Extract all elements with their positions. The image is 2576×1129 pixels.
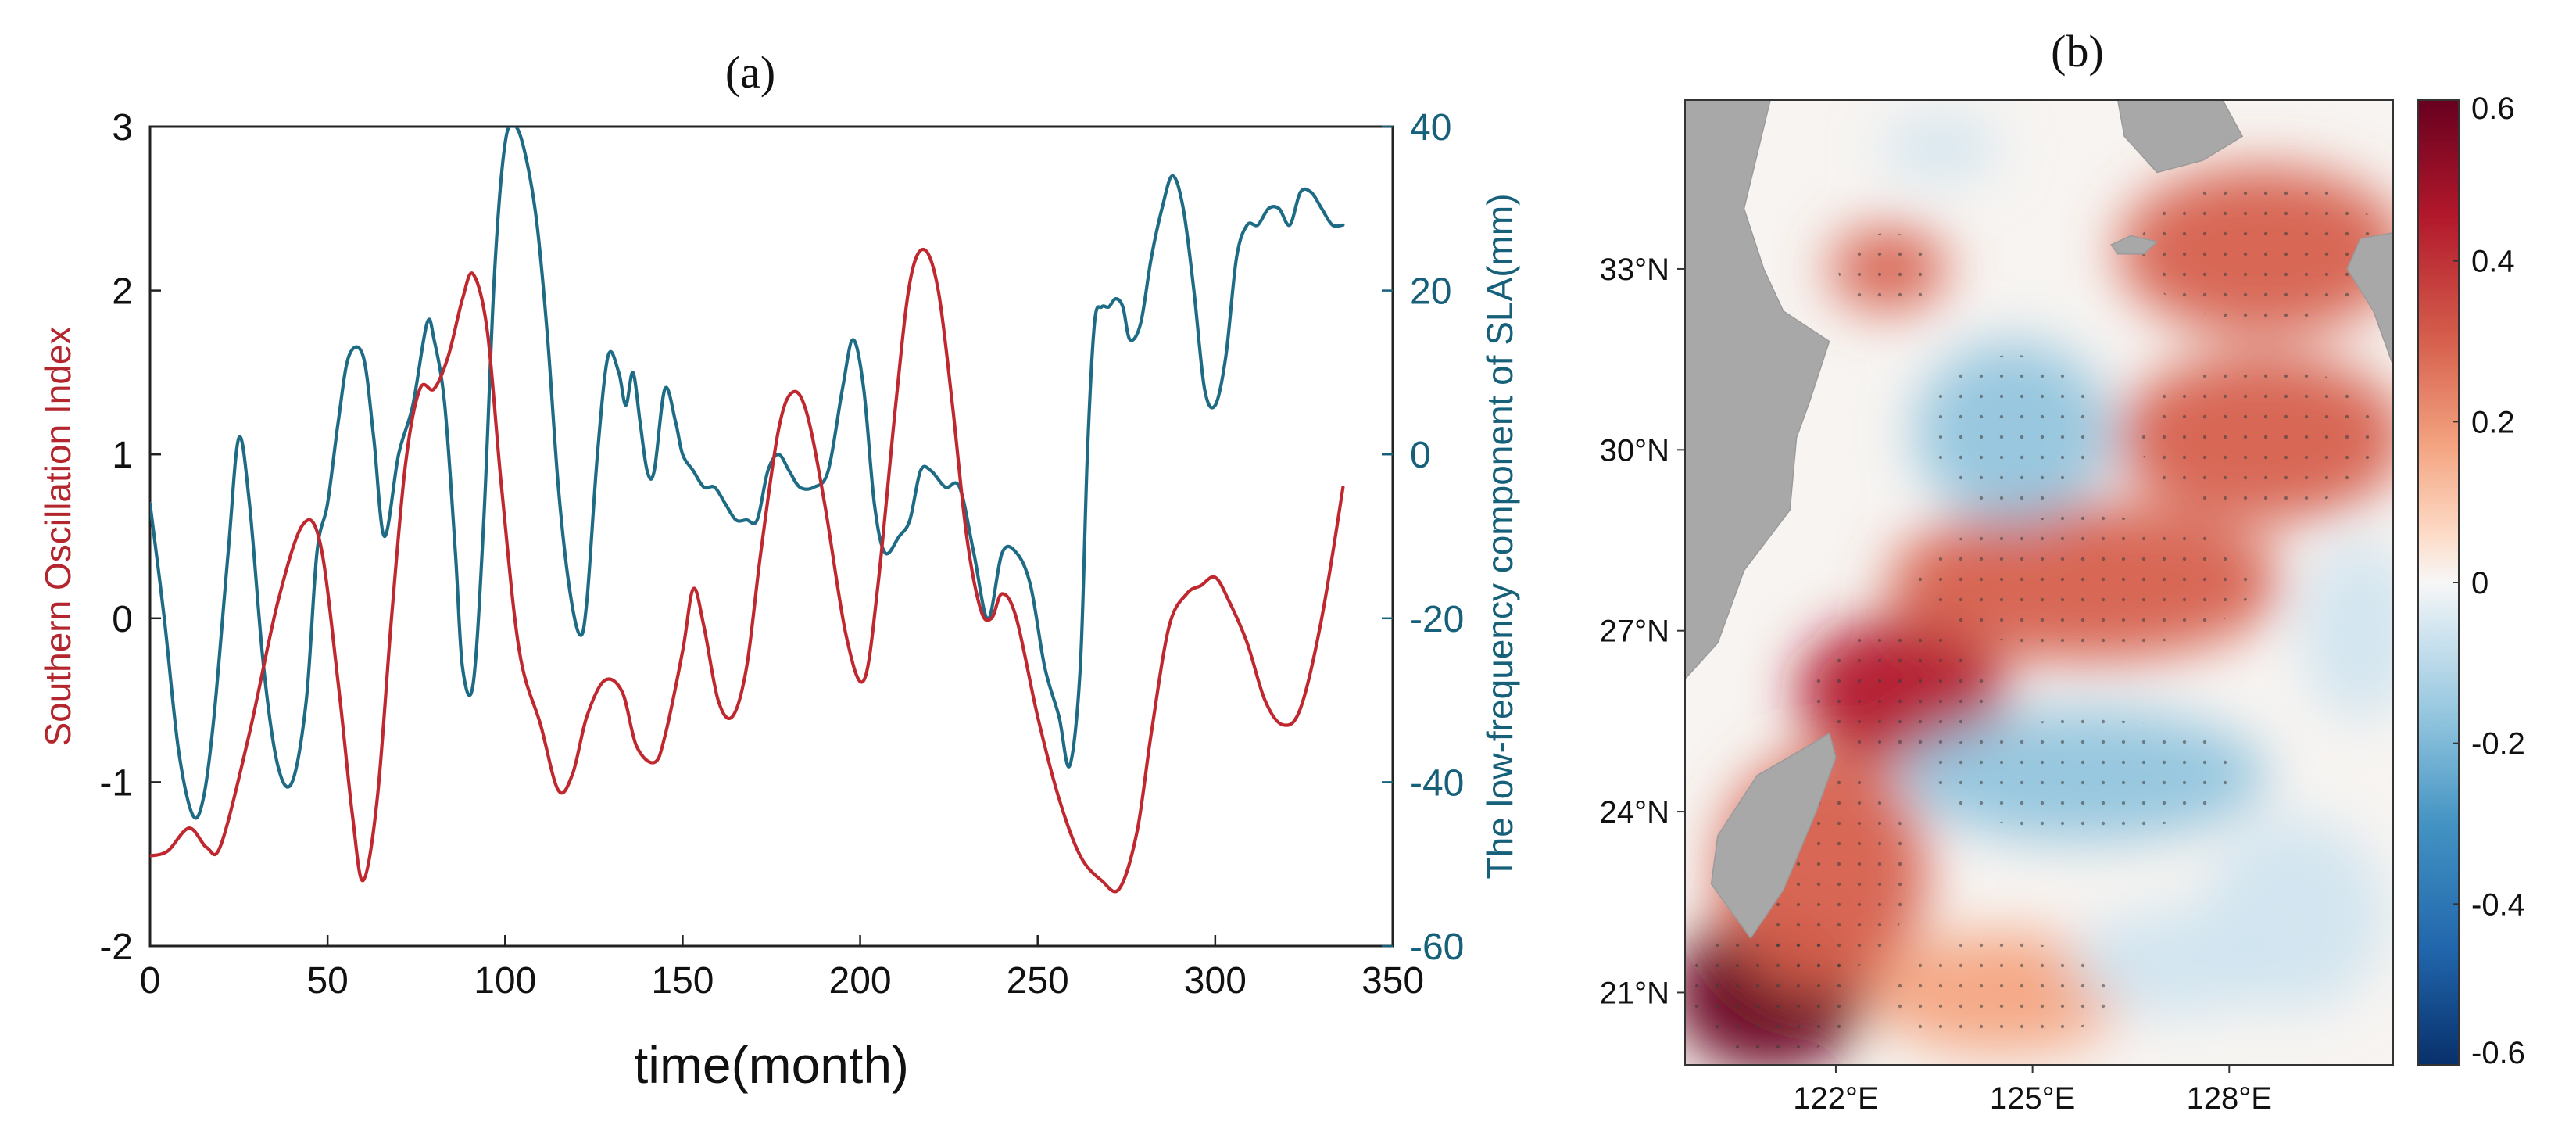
- sla-series-line: [150, 127, 1345, 820]
- colorbar-ticks: 0.6 0.4 0.2 0 -0.2 -0.4 -0.6: [2453, 91, 2525, 1070]
- anomaly-region: [2301, 540, 2393, 722]
- colorbar-tick-label: 0.6: [2471, 91, 2515, 126]
- x-axis-ticks: 0 50 100 150 200 250 300 350: [140, 935, 1424, 1002]
- land-jeju: [2110, 235, 2159, 255]
- right-y-tick-label: -20: [1410, 599, 1464, 640]
- left-y-tick-label: -2: [99, 926, 133, 968]
- significance-dots: [1837, 233, 1939, 305]
- significance-dots: [1929, 719, 2241, 832]
- colorbar-tick-label: 0.4: [2471, 245, 2515, 279]
- plot-a-frame: [148, 125, 1394, 948]
- colorbar-tick-label: -0.4: [2471, 887, 2525, 922]
- land-masks: [1685, 100, 2393, 940]
- panel-b-map: (b) 122°E 125°E 128°E 21°N 24°N 27°N 30°N 33°N…: [1600, 26, 2525, 1116]
- left-y-tick-label: 0: [112, 599, 133, 640]
- significance-stipple: [1687, 179, 2385, 1059]
- lon-tick-label: 125°E: [1990, 1081, 2075, 1116]
- panel-b-label: (b): [2051, 26, 2104, 77]
- lat-tick-label: 21°N: [1600, 976, 1669, 1010]
- colorbar-tick-label: 0: [2471, 566, 2488, 600]
- x-axis-label: time(month): [634, 1036, 909, 1094]
- lat-tick-label: 24°N: [1600, 795, 1669, 830]
- colorbar-tick-label: -0.2: [2471, 727, 2525, 762]
- left-y-axis-ticks: -2 -1 0 1 2 3: [99, 107, 161, 968]
- right-y-tick-label: 0: [1410, 435, 1431, 476]
- x-tick-label: 200: [829, 960, 892, 1002]
- x-tick-label: 350: [1361, 960, 1424, 1002]
- lat-tick-label: 33°N: [1600, 253, 1669, 287]
- x-tick-label: 50: [306, 960, 348, 1002]
- right-y-tick-label: -60: [1410, 926, 1464, 968]
- right-y-axis-ticks: -60 -40 -20 0 20 40: [1382, 107, 1464, 968]
- lat-tick-label: 27°N: [1600, 615, 1669, 649]
- land-china-coast: [1685, 100, 1830, 680]
- significance-dots: [2139, 366, 2385, 510]
- lon-tick-label: 122°E: [1793, 1081, 1878, 1116]
- anomaly-region: [1881, 118, 2000, 179]
- right-y-axis-label: The low-frequency component of SLA(mm): [1479, 194, 1520, 880]
- left-y-tick-label: 2: [112, 271, 133, 313]
- soi-series-line: [150, 248, 1345, 894]
- latitude-ticks: 21°N 24°N 27°N 30°N 33°N: [1600, 253, 1685, 1010]
- colorbar-tick-label: 0.2: [2471, 405, 2515, 439]
- land-taiwan: [1710, 732, 1837, 940]
- x-tick-label: 150: [651, 960, 714, 1002]
- anomaly-region: [2071, 908, 2282, 1017]
- right-y-tick-label: -40: [1410, 762, 1464, 804]
- x-tick-label: 100: [474, 960, 536, 1002]
- significance-dots: [2139, 179, 2385, 323]
- lon-tick-label: 128°E: [2187, 1081, 2272, 1116]
- significance-dots: [1812, 629, 1991, 753]
- x-tick-label: 300: [1184, 960, 1247, 1002]
- series-lines: [150, 127, 1345, 894]
- right-y-tick-label: 20: [1410, 271, 1451, 313]
- significance-dots: [1888, 941, 2112, 1045]
- significance-dots: [1917, 515, 2252, 650]
- lat-tick-label: 30°N: [1600, 433, 1669, 468]
- x-tick-label: 0: [140, 960, 161, 1002]
- left-y-tick-label: 1: [112, 435, 133, 476]
- longitude-ticks: 122°E 125°E 128°E: [1793, 1065, 2272, 1116]
- map-frame: [1684, 99, 2394, 1066]
- land-korea: [2116, 100, 2244, 174]
- right-y-tick-label: 40: [1410, 107, 1451, 149]
- left-y-tick-label: -1: [99, 762, 133, 804]
- panel-a-label: (a): [725, 47, 775, 98]
- colorbar-tick-label: -0.6: [2471, 1036, 2525, 1070]
- left-y-tick-label: 3: [112, 107, 133, 149]
- left-y-axis-label: Southern Oscillation Index: [38, 327, 78, 747]
- x-tick-label: 250: [1007, 960, 1069, 1002]
- significance-dots: [1929, 354, 2097, 509]
- land-kyushu: [2346, 231, 2393, 366]
- map-area: [1685, 100, 2393, 1065]
